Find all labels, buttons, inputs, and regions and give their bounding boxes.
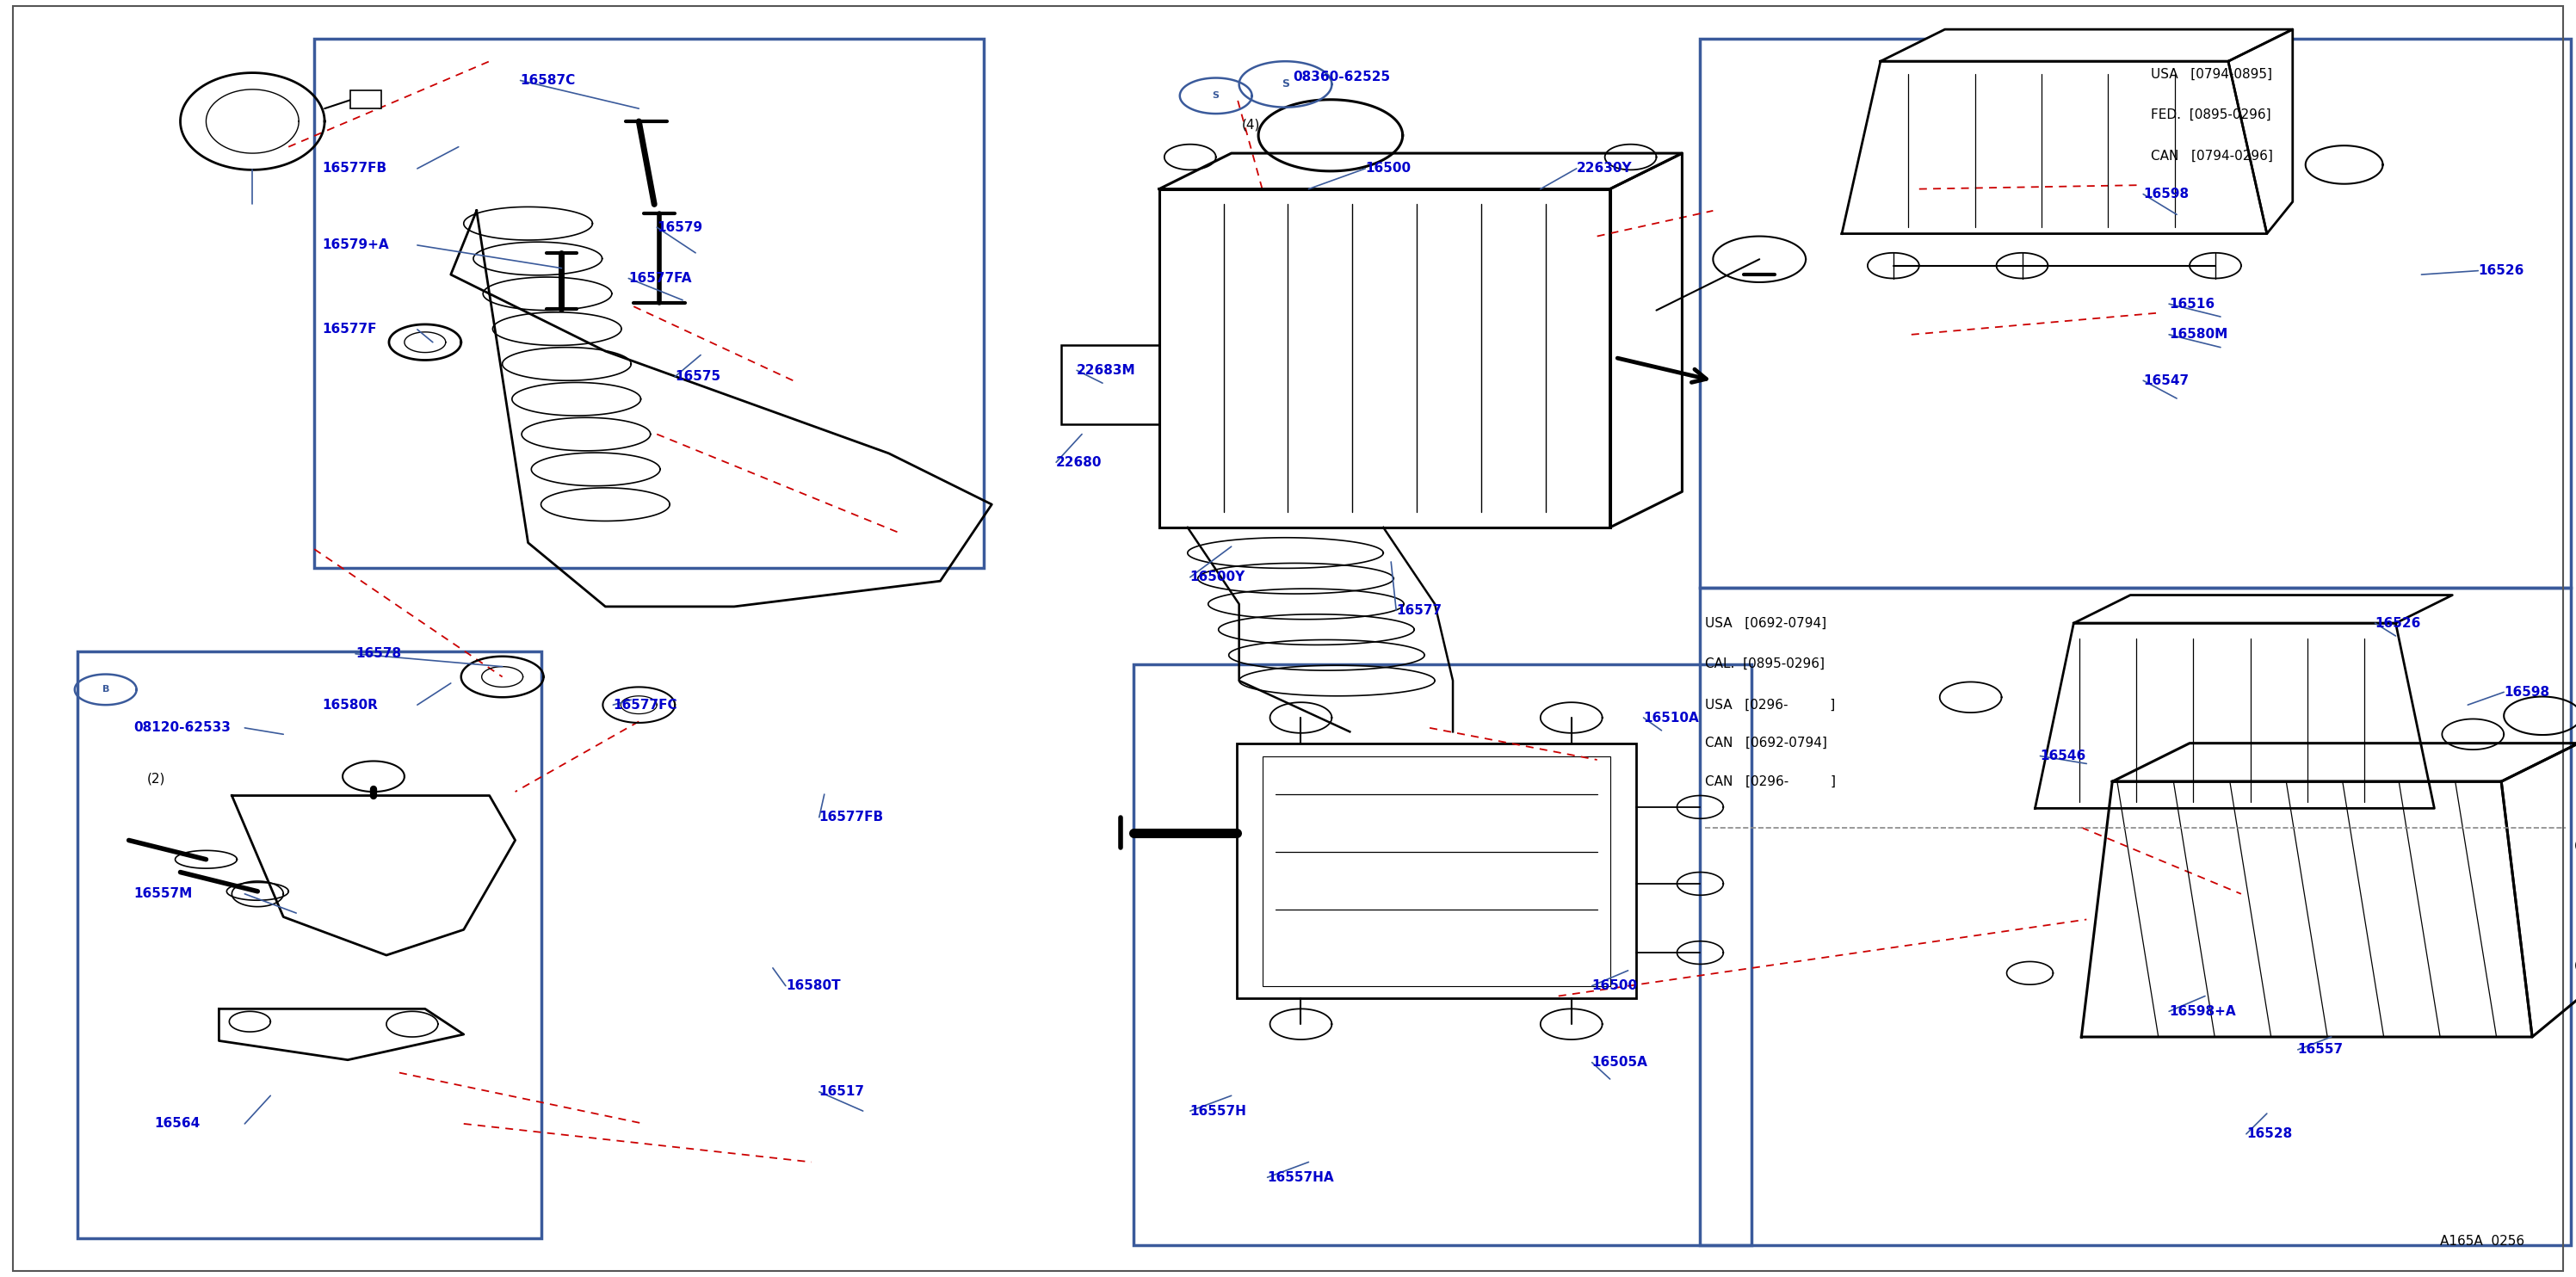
Text: USA   [0794-0895]: USA [0794-0895] (2151, 68, 2272, 80)
Text: 16575: 16575 (675, 370, 721, 383)
Polygon shape (232, 796, 515, 955)
Text: 16564: 16564 (155, 1117, 201, 1130)
Text: S: S (1213, 92, 1218, 100)
Text: 16505A: 16505A (1592, 1056, 1649, 1069)
Text: CAN   [0692-0794]: CAN [0692-0794] (1705, 737, 1826, 750)
Text: 16516: 16516 (2169, 298, 2215, 310)
Polygon shape (2081, 782, 2532, 1037)
Text: 16577FB: 16577FB (819, 811, 884, 824)
Text: 16577FA: 16577FA (629, 272, 693, 285)
Text: 16547: 16547 (2143, 374, 2190, 387)
Bar (350, 91, 381, 109)
Text: 16577F: 16577F (322, 323, 376, 336)
Bar (314, 38, 984, 568)
Text: 16500Y: 16500Y (1190, 571, 1244, 584)
Text: B: B (103, 686, 108, 693)
Text: 16557M: 16557M (134, 888, 193, 900)
Text: 22630Y: 22630Y (1577, 162, 1633, 175)
Text: USA   [0296-          ]: USA [0296- ] (1705, 699, 1837, 711)
Text: 16510A: 16510A (1643, 711, 1700, 724)
Polygon shape (2035, 623, 2434, 808)
Text: 16579+A: 16579+A (322, 239, 389, 252)
Bar (1159, 189, 1610, 527)
Bar (1061, 345, 1159, 424)
Text: A165A  0256: A165A 0256 (2439, 1235, 2524, 1248)
Bar (1700, 38, 2571, 587)
Text: 16598+A: 16598+A (2169, 1005, 2236, 1018)
Text: S: S (1280, 79, 1291, 89)
Polygon shape (2228, 29, 2293, 234)
Text: (2): (2) (147, 773, 165, 785)
Bar (77, 651, 541, 1239)
Text: 16579: 16579 (657, 221, 703, 234)
Text: 16546: 16546 (2040, 750, 2087, 762)
Bar (1236, 743, 1636, 999)
Text: 16517: 16517 (819, 1085, 866, 1098)
Text: 16526: 16526 (2478, 264, 2524, 277)
Text: (4): (4) (1242, 119, 1260, 132)
Text: 16577FC: 16577FC (613, 699, 677, 711)
Text: 22680: 22680 (1056, 456, 1103, 469)
Text: 16526: 16526 (2375, 617, 2421, 630)
Text: 08360-62525: 08360-62525 (1293, 70, 1391, 83)
Text: FED.  [0895-0296]: FED. [0895-0296] (2151, 109, 2272, 121)
Text: 16500: 16500 (1592, 979, 1638, 992)
Text: CAN   [0296-          ]: CAN [0296- ] (1705, 775, 1837, 788)
Text: 16580T: 16580T (786, 979, 840, 992)
Polygon shape (1880, 29, 2293, 61)
Text: 16500: 16500 (1365, 162, 1412, 175)
Text: 16577FB: 16577FB (322, 162, 386, 175)
Text: 16528: 16528 (2246, 1128, 2293, 1140)
Text: 16557H: 16557H (1190, 1105, 1247, 1117)
Text: 08120-62533: 08120-62533 (134, 722, 232, 734)
Text: CAL.  [0895-0296]: CAL. [0895-0296] (1705, 658, 1824, 670)
Bar (1262, 756, 1610, 986)
Text: 22683M: 22683M (1077, 364, 1136, 377)
Bar (1133, 664, 1752, 1245)
Text: 16598: 16598 (2143, 188, 2190, 200)
Text: CAN   [0794-0296]: CAN [0794-0296] (2151, 149, 2272, 162)
Text: 16587C: 16587C (520, 74, 574, 87)
Text: 16598: 16598 (2504, 686, 2550, 699)
Text: 16557: 16557 (2298, 1043, 2344, 1056)
Polygon shape (1842, 61, 2267, 234)
Text: 16580M: 16580M (2169, 328, 2228, 341)
Text: 16557HA: 16557HA (1267, 1171, 1334, 1184)
Text: 16580R: 16580R (322, 699, 379, 711)
Bar (1700, 587, 2571, 1245)
Polygon shape (219, 1009, 464, 1060)
Text: 16578: 16578 (355, 647, 402, 660)
Text: 16577: 16577 (1396, 604, 1443, 617)
Text: USA   [0692-0794]: USA [0692-0794] (1705, 617, 1826, 630)
